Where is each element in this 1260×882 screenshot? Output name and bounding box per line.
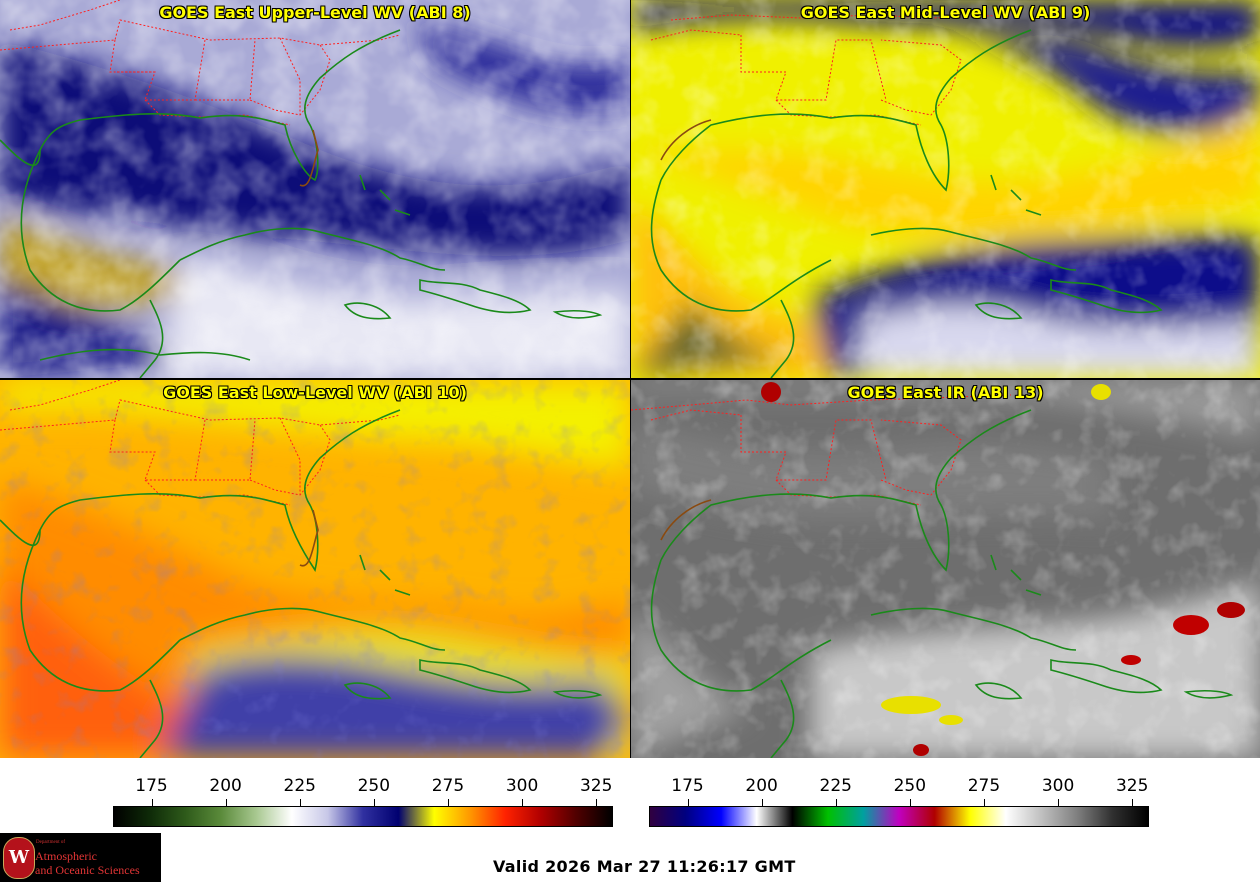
colorbar-tick-mark: [596, 799, 598, 806]
low-level-wv-panel: GOES East Low-Level WV (ABI 10): [0, 380, 630, 758]
colorbar-tick-label: 275: [967, 776, 1001, 796]
colorbar-tick-label: 250: [893, 776, 927, 796]
colorbar-tick-label: 200: [209, 776, 242, 796]
colorbar-tick-mark: [761, 799, 763, 806]
logo-dept-text: Department of: [36, 840, 66, 845]
aos-logo: W Department of Atmospheric and Oceanic …: [0, 833, 161, 882]
colorbar-tick-label: 200: [745, 776, 778, 796]
valid-time: Valid 2026 Mar 27 11:26:17 GMT: [493, 857, 796, 876]
panel-title: GOES East Low-Level WV (ABI 10): [163, 383, 467, 402]
ir-cold-cloud-tops: [761, 382, 1245, 756]
ir-map-overlay: [631, 394, 1234, 758]
low-level-map-overlay: [0, 380, 603, 758]
colorbar-tick-mark: [1058, 799, 1060, 806]
colorbar-tick-mark: [909, 799, 911, 806]
upper-level-wv-image: [0, 0, 630, 378]
mid-level-map-overlay: [650, 14, 1163, 378]
colorbar-tick-label: 175: [671, 776, 704, 796]
panel-title: GOES East IR (ABI 13): [847, 383, 1044, 402]
colorbar-tick-label: 225: [819, 776, 852, 796]
colorbar-tick-mark: [835, 799, 837, 806]
panel-divider-vertical: [630, 0, 631, 758]
colorbar-tick-label: 325: [1115, 776, 1149, 796]
ir-panel: GOES East IR (ABI 13): [631, 380, 1260, 758]
colorbar-tick-mark: [1132, 799, 1134, 806]
ir-colorbar: [649, 806, 1149, 827]
panel-title: GOES East Upper-Level WV (ABI 8): [159, 3, 471, 22]
colorbar-tick-mark: [225, 799, 227, 806]
ir-image: [631, 380, 1260, 758]
colorbar-tick-label: 175: [135, 776, 168, 796]
upper-level-map-overlay: [0, 0, 603, 378]
mid-level-wv-panel: GOES East Mid-Level WV (ABI 9): [631, 0, 1260, 378]
colorbar-tick-mark: [687, 799, 689, 806]
uw-seal-icon: W: [3, 837, 35, 879]
logo-line2: and Oceanic Sciences: [35, 863, 140, 877]
colorbar-tick-label: 250: [357, 776, 391, 796]
colorbar-tick-mark: [447, 799, 449, 806]
colorbar-tick-mark: [151, 799, 153, 806]
colorbar-tick-label: 225: [283, 776, 316, 796]
colorbar-tick-label: 275: [431, 776, 465, 796]
colorbar-tick-mark: [299, 799, 301, 806]
upper-level-wv-panel: GOES East Upper-Level WV (ABI 8): [0, 0, 630, 378]
colorbar-tick-label: 300: [505, 776, 539, 796]
colorbar-tick-mark: [983, 799, 985, 806]
colorbar-tick-label: 325: [579, 776, 613, 796]
colorbar-tick-mark: [522, 799, 524, 806]
panel-title: GOES East Mid-Level WV (ABI 9): [800, 3, 1091, 22]
colorbar-tick-label: 300: [1041, 776, 1075, 796]
wv-colorbar: [113, 806, 613, 827]
logo-line1: Atmospheric: [35, 849, 97, 863]
colorbar-tick-mark: [373, 799, 375, 806]
